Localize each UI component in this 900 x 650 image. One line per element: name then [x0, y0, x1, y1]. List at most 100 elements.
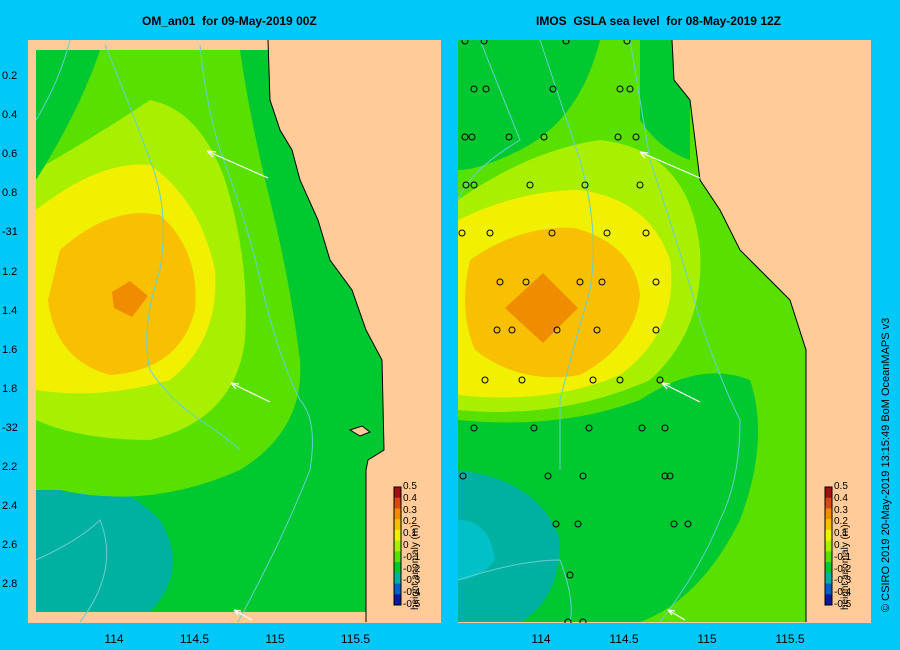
colorbar-swatch [825, 497, 832, 509]
credit-text: © CSIRO 2019 20-May-2019 13:15:49 BoM Oc… [880, 317, 892, 612]
observation-marker [518, 376, 526, 384]
colorbar-border [824, 486, 833, 606]
colorbar-label: -0.2 [403, 563, 421, 575]
observation-marker [603, 229, 611, 237]
observation-marker [540, 133, 548, 141]
right-contour-neg02 [458, 470, 560, 622]
observation-marker [670, 520, 678, 528]
observation-marker [496, 278, 504, 286]
left-panel-title: OM_an01 for 09-May-2019 00Z [142, 14, 317, 28]
y-axis-label: 1.4 [2, 304, 18, 317]
observation-marker [638, 424, 646, 432]
observation-marker [574, 520, 582, 528]
x-axis-label: 115 [697, 632, 717, 646]
observation-marker [656, 376, 664, 384]
observation-marker [544, 472, 552, 480]
right-contour-n2 [640, 40, 690, 160]
observation-marker [593, 326, 601, 334]
x-axis-label: 114.5 [179, 632, 210, 646]
left-contour-nw [36, 50, 100, 180]
right-isobath-4 [458, 559, 572, 623]
observation-marker [576, 278, 584, 286]
observation-marker [661, 472, 669, 480]
observation-marker [462, 181, 470, 189]
observation-marker [522, 278, 530, 286]
colorbar-label: 0.5 [834, 481, 848, 492]
observation-marker [616, 376, 624, 384]
observation-marker [566, 571, 574, 579]
colorbar-label: -0.2 [834, 563, 852, 575]
observation-marker [461, 40, 469, 45]
observation-marker [459, 472, 467, 480]
y-axis-label: 0.8 [2, 187, 18, 200]
observation-marker [480, 40, 488, 45]
colorbar-swatch [825, 551, 832, 563]
left-contour-04 [112, 281, 148, 317]
colorbar-swatch [394, 487, 401, 499]
observation-marker [505, 133, 513, 141]
colorbar-label: -0.4 [834, 587, 852, 599]
colorbar-swatch [825, 508, 832, 520]
x-axis-label: 114.5 [609, 632, 639, 646]
observation-marker [652, 278, 660, 286]
colorbar-border [393, 486, 402, 606]
left-isobath-2 [199, 44, 313, 623]
observation-marker [553, 326, 561, 334]
colorbar-label: -0.5 [834, 599, 852, 610]
observation-marker [470, 181, 478, 189]
colorbar-label: -0.4 [403, 587, 421, 599]
y-axis-label: 1.8 [2, 382, 18, 395]
right-panel-title: IMOS GSLA sea level for 08-May-2019 12Z [536, 14, 781, 28]
y-axis-label: -31 [2, 226, 18, 239]
left-island [348, 425, 372, 437]
observation-marker [632, 133, 640, 141]
observation-marker [470, 85, 478, 93]
left-colorbar-title: height anomaly (m) [410, 524, 421, 610]
colorbar-swatch [394, 562, 401, 574]
y-axis-label: 1.6 [2, 343, 18, 356]
right-contour-neg03 [458, 520, 495, 580]
right-arrows [639, 151, 701, 621]
observation-marker [549, 85, 557, 93]
observation-marker [564, 618, 572, 623]
observation-marker [552, 520, 560, 528]
observation-marker [661, 424, 669, 432]
observation-marker [579, 618, 587, 623]
colorbar-label: 0.3 [403, 504, 417, 516]
colorbar-label: 0 [834, 540, 840, 551]
y-axis-label: 2.4 [2, 500, 18, 513]
colorbar-swatch [394, 508, 401, 520]
colorbar-swatch [394, 572, 401, 585]
observation-marker [508, 326, 516, 334]
observation-marker [470, 424, 478, 432]
y-axis-label: 2.2 [2, 461, 18, 473]
observation-marker [616, 85, 624, 93]
observation-marker [486, 229, 494, 237]
observation-marker [642, 229, 650, 237]
observation-marker [468, 133, 476, 141]
right-contour-04 [505, 273, 578, 343]
left-map-panel [28, 40, 441, 623]
observation-marker [579, 472, 587, 480]
right-colorbar-title: height anomaly (m) [840, 524, 851, 610]
observation-marker [526, 181, 534, 189]
observation-marker [636, 181, 644, 189]
observation-marker [614, 133, 622, 141]
y-axis-label: 2.6 [2, 539, 18, 552]
colorbar-swatch [394, 583, 401, 595]
left-isobath-1 [104, 44, 241, 451]
x-axis-label: 114 [531, 632, 551, 646]
observation-marker [626, 85, 634, 93]
right-isobath-3 [458, 40, 521, 201]
observation-marker [481, 376, 489, 384]
right-map-panel [458, 40, 871, 623]
colorbar-swatch [825, 529, 832, 542]
left-colorbar [393, 486, 402, 606]
colorbar-swatch [825, 583, 832, 595]
colorbar-swatch [825, 487, 832, 499]
y-axis-label: 0.6 [2, 148, 18, 161]
x-axis-label: 114 [104, 632, 124, 646]
colorbar-swatch [394, 594, 401, 606]
x-axis-label: 115.5 [775, 632, 805, 646]
